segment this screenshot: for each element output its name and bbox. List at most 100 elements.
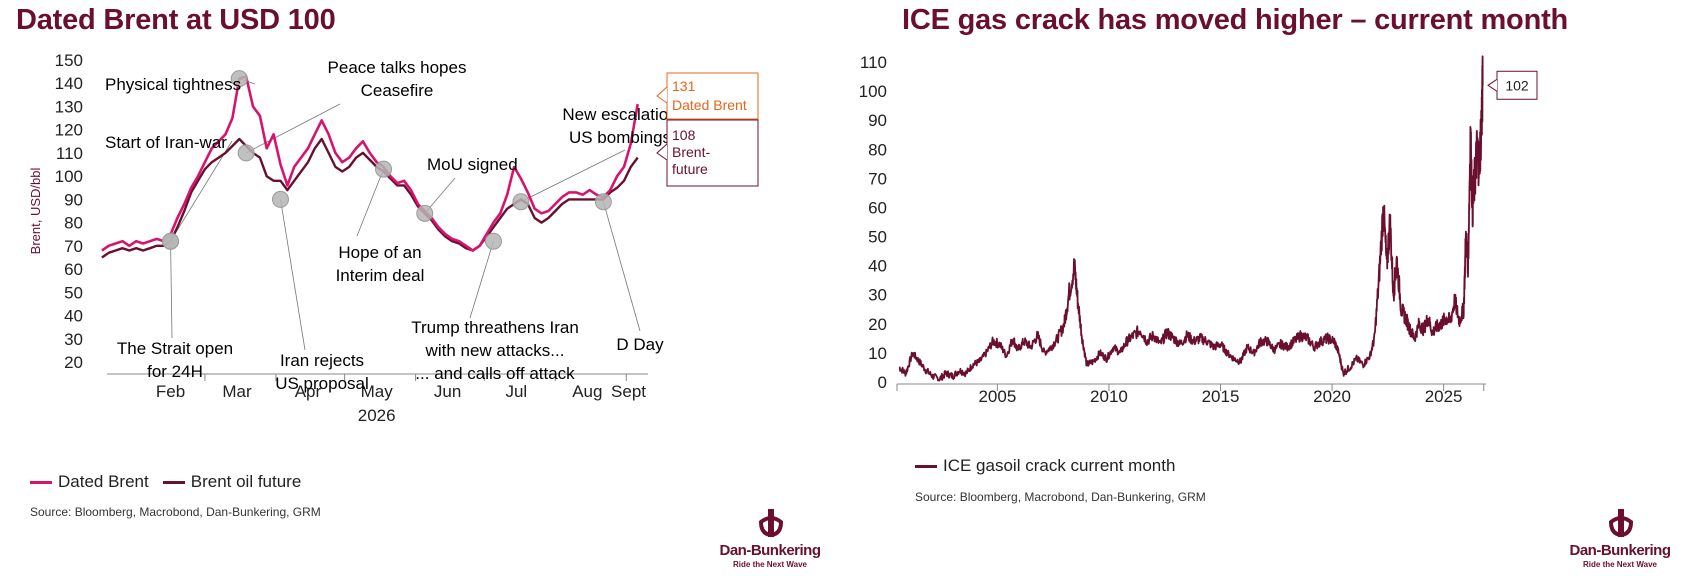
- y-tick-label: 20: [64, 353, 83, 372]
- x-tick-label: 2010: [1090, 387, 1128, 406]
- x-axis-year-label: 2026: [358, 406, 396, 425]
- event-marker: [271, 190, 289, 208]
- y-tick-label: 60: [64, 260, 83, 279]
- right-series: [898, 55, 1484, 382]
- y-tick-label: 110: [56, 144, 83, 163]
- y-tick-label: 70: [64, 237, 83, 256]
- legend-label-gasoil-crack: ICE gasoil crack current month: [943, 456, 1176, 475]
- x-tick-label: Mar: [222, 382, 252, 401]
- legend-item-brent-future: Brent oil future: [162, 472, 301, 492]
- event-marker: [416, 204, 434, 222]
- annotation-leader-line: [602, 201, 641, 332]
- logo-tagline: Ride the Next Wave: [1583, 560, 1657, 569]
- x-tick-label: 2015: [1202, 387, 1240, 406]
- series-line-gasoil-crack: [898, 55, 1484, 382]
- annotation-us-bombings: US bombings: [569, 128, 671, 147]
- y-tick-label: 70: [868, 169, 887, 188]
- y-tick-label: 30: [868, 286, 887, 305]
- y-tick-label: 150: [55, 51, 83, 70]
- y-tick-label: 30: [64, 330, 83, 349]
- x-tick-label: Jul: [505, 382, 527, 401]
- gasoil-crack-chart: 0102030405060708090100110USD/bbl20052010…: [859, 53, 1538, 406]
- y-tick-label: 80: [64, 214, 83, 233]
- annotation-leader-line: [280, 199, 306, 351]
- y-tick-label: 60: [868, 198, 887, 217]
- left-source-note: Source: Bloomberg, Macrobond, Dan-Bunker…: [30, 505, 321, 519]
- x-tick-label: May: [361, 382, 394, 401]
- series-line-dated-brent: [101, 75, 639, 252]
- y-tick-label: 0: [878, 373, 887, 392]
- right-axes: 0102030405060708090100110USD/bbl20052010…: [859, 53, 1486, 406]
- event-marker: [512, 193, 530, 211]
- y-tick-label: 50: [64, 283, 83, 302]
- event-marker: [594, 193, 612, 211]
- event-marker: [237, 144, 255, 162]
- logo-tagline: Ride the Next Wave: [733, 560, 807, 569]
- gasoil-value-box: [1496, 70, 1538, 100]
- annotation-for-24h: for 24H: [147, 362, 203, 381]
- dated-brent-box-text: Dated Brent: [672, 97, 747, 113]
- y-tick-label: 50: [868, 228, 887, 247]
- annotation-us-proposal: US proposal: [275, 374, 369, 393]
- left-legend: Dated Brent Brent oil future: [30, 472, 315, 492]
- brent-future-box-pointer: [656, 143, 668, 161]
- dated-brent-box-pointer: [656, 86, 668, 104]
- brent-chart: 20 30 40 50 60 70 80 90 100 110 120 130 140 150 Brent,…: [28, 51, 759, 425]
- legend-item-dated-brent: Dated Brent: [30, 472, 149, 492]
- y-tick-label: 120: [55, 121, 83, 140]
- annotation-iran-rejects: Iran rejects: [280, 351, 364, 370]
- dated-brent-value-box: [666, 72, 759, 120]
- event-marker: [484, 232, 502, 250]
- event-marker: [162, 232, 180, 250]
- brent-future-box-text: 108: [672, 127, 696, 143]
- db-wave-logo-icon: [758, 509, 784, 538]
- annotation-leaders: [170, 78, 641, 351]
- legend-swatch-brent-future: [162, 480, 185, 484]
- annotation-start-of-iran-war: Start of Iran-war: [105, 133, 227, 152]
- y-tick-label: 20: [868, 315, 887, 334]
- y-tick-label: 40: [64, 307, 83, 326]
- annotation-with-new-attacks: with new attacks...: [425, 341, 565, 360]
- annotation-hope-of-an: Hope of an: [338, 243, 421, 262]
- logo-brand: Dan-Bunkering: [1569, 542, 1671, 559]
- right-end-value-box: 102: [1487, 70, 1538, 100]
- event-annotations: Physical tightness Start of Iran-war Pea…: [105, 58, 678, 393]
- dan-bunkering-logo: Dan-Bunkering Ride the Next Wave: [710, 508, 830, 569]
- left-axes: 20 30 40 50 60 70 80 90 100 110 120 130 140 150 Brent,…: [28, 51, 648, 425]
- db-wave-logo-icon: [1608, 509, 1634, 538]
- legend-swatch-gasoil-crack: [915, 464, 937, 468]
- right-source-note: Source: Bloomberg, Macrobond, Dan-Bunker…: [915, 490, 1206, 504]
- brent-future-box-text: future: [672, 161, 708, 177]
- legend-item-gasoil-crack: ICE gasoil crack current month: [915, 456, 1175, 476]
- right-chart-title: ICE gas crack has moved higher – current…: [902, 4, 1569, 36]
- y-tick-label: 90: [868, 111, 887, 130]
- annotation-calls-off-attack: ... and calls off attack: [415, 364, 575, 383]
- y-tick-label: 140: [55, 74, 83, 93]
- annotation-new-escalation: New escalation: [562, 105, 677, 124]
- annotation-leader-line: [356, 169, 384, 237]
- y-tick-label: 10: [868, 344, 887, 363]
- brent-future-value-box: [666, 119, 759, 187]
- y-axis-label: Brent, USD/bbl: [28, 168, 43, 255]
- dated-brent-box-text: 131: [672, 78, 696, 94]
- x-tick-label: Feb: [156, 382, 185, 401]
- annotation-leader-line: [170, 241, 173, 339]
- annotation-physical-tightness: Physical tightness: [105, 75, 241, 94]
- annotation-leader-line: [245, 103, 341, 154]
- y-tick-label: 40: [868, 257, 887, 276]
- x-tick-label: Sept: [611, 382, 646, 401]
- annotation-d-day: D Day: [616, 335, 664, 354]
- event-marker: [375, 160, 393, 178]
- annotation-leader-line: [520, 149, 626, 203]
- y-tick-label: 110: [860, 53, 887, 72]
- x-tick-label: Aug: [572, 382, 602, 401]
- event-markers: [162, 70, 612, 250]
- annotation-trump-threatens: Trump threathens Iran: [411, 318, 579, 337]
- logo-brand: Dan-Bunkering: [719, 542, 821, 559]
- gasoil-box-pointer: [1487, 78, 1498, 92]
- annotation-leader-line: [170, 140, 233, 242]
- gasoil-box-text: 102: [1505, 77, 1529, 93]
- dan-bunkering-logo: Dan-Bunkering Ride the Next Wave: [1560, 508, 1680, 569]
- x-tick-label: Jun: [434, 382, 461, 401]
